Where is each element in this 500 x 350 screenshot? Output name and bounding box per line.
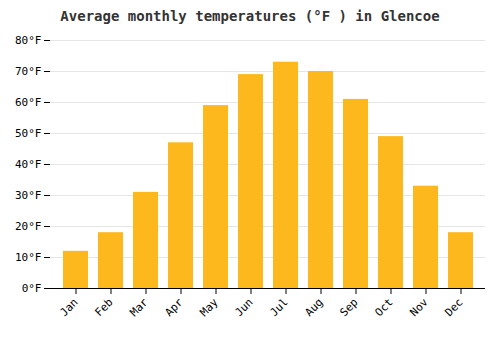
svg-text:70°F: 70°F: [15, 65, 42, 78]
svg-text:Jul: Jul: [267, 296, 290, 319]
svg-text:May: May: [197, 295, 221, 319]
svg-text:0°F: 0°F: [22, 282, 42, 295]
svg-text:Feb: Feb: [92, 296, 115, 319]
svg-text:Aug: Aug: [302, 296, 325, 319]
svg-text:40°F: 40°F: [15, 158, 42, 171]
svg-text:Apr: Apr: [162, 295, 186, 319]
svg-text:30°F: 30°F: [15, 189, 42, 202]
svg-text:60°F: 60°F: [15, 96, 42, 109]
svg-text:Oct: Oct: [372, 296, 395, 319]
svg-text:10°F: 10°F: [15, 251, 42, 264]
svg-text:Jun: Jun: [232, 296, 255, 319]
svg-text:Sep: Sep: [337, 296, 360, 319]
svg-text:Nov: Nov: [407, 295, 431, 319]
svg-text:Dec: Dec: [442, 296, 465, 319]
svg-text:Jan: Jan: [57, 296, 80, 319]
svg-text:20°F: 20°F: [15, 220, 42, 233]
html-text:Average monthly temperatures (: Average monthly temperatures (°F ) in Gl…: [60, 8, 440, 24]
svg-text:80°F: 80°F: [15, 34, 42, 47]
svg-text:50°F: 50°F: [15, 127, 42, 140]
svg-text:Mar: Mar: [127, 295, 151, 319]
